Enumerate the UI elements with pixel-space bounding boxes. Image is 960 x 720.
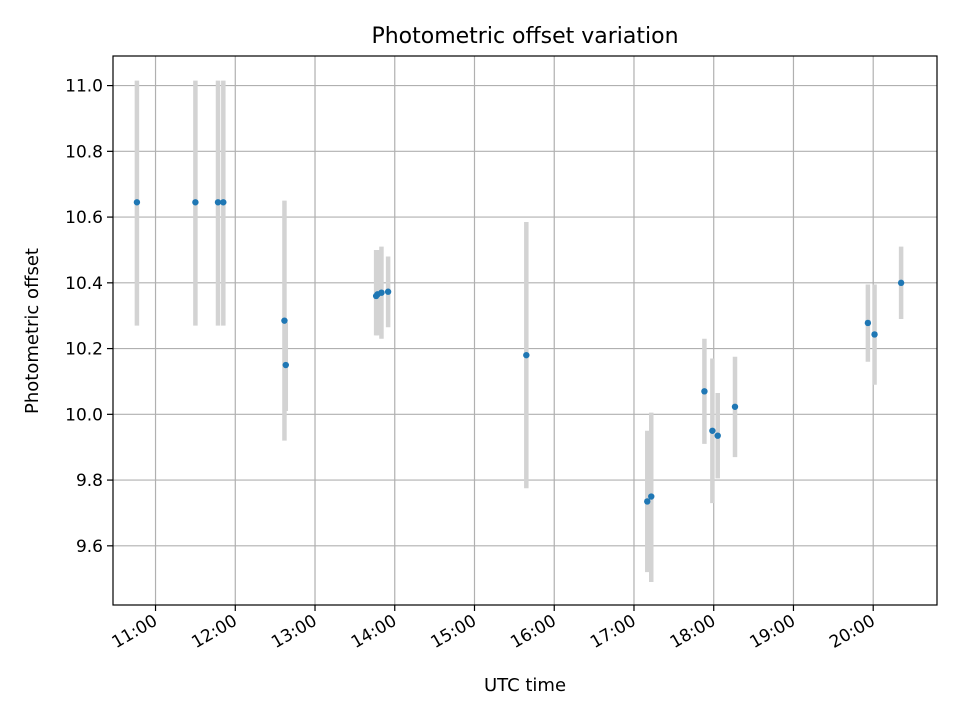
y-axis-ticks: 9.6 9.8 10.0 10.2 10.4 10.6 10.8 11.0 bbox=[65, 77, 113, 557]
y-tick-label: 11.0 bbox=[65, 77, 103, 97]
data-point bbox=[644, 498, 651, 505]
data-point bbox=[714, 432, 721, 439]
x-axis-label: UTC time bbox=[484, 675, 566, 696]
data-points bbox=[133, 199, 905, 505]
data-point bbox=[133, 199, 141, 206]
y-axis-label: Photometric offset bbox=[22, 248, 43, 414]
chart-title: Photometric offset variation bbox=[371, 24, 678, 49]
y-tick-label: 9.6 bbox=[76, 537, 103, 557]
data-point bbox=[192, 199, 199, 206]
y-tick-label: 10.6 bbox=[65, 208, 103, 228]
data-point bbox=[384, 288, 392, 295]
data-point bbox=[214, 199, 222, 206]
data-point bbox=[871, 331, 878, 338]
plot-frame bbox=[112, 55, 938, 606]
data-point bbox=[648, 493, 655, 500]
y-tick-label: 10.8 bbox=[65, 142, 103, 162]
y-tick-label: 10.4 bbox=[65, 274, 103, 294]
data-point bbox=[731, 403, 739, 410]
y-tick-label: 9.8 bbox=[76, 471, 103, 491]
data-point bbox=[281, 317, 288, 324]
data-point bbox=[282, 361, 289, 369]
data-point bbox=[709, 427, 716, 434]
data-point bbox=[220, 199, 227, 206]
data-point bbox=[897, 279, 905, 287]
y-tick-label: 10.2 bbox=[65, 340, 103, 360]
y-tick-label: 10.0 bbox=[65, 405, 103, 425]
data-point bbox=[701, 388, 708, 395]
data-point bbox=[378, 289, 385, 296]
data-point bbox=[523, 351, 530, 359]
data-point bbox=[864, 319, 872, 327]
